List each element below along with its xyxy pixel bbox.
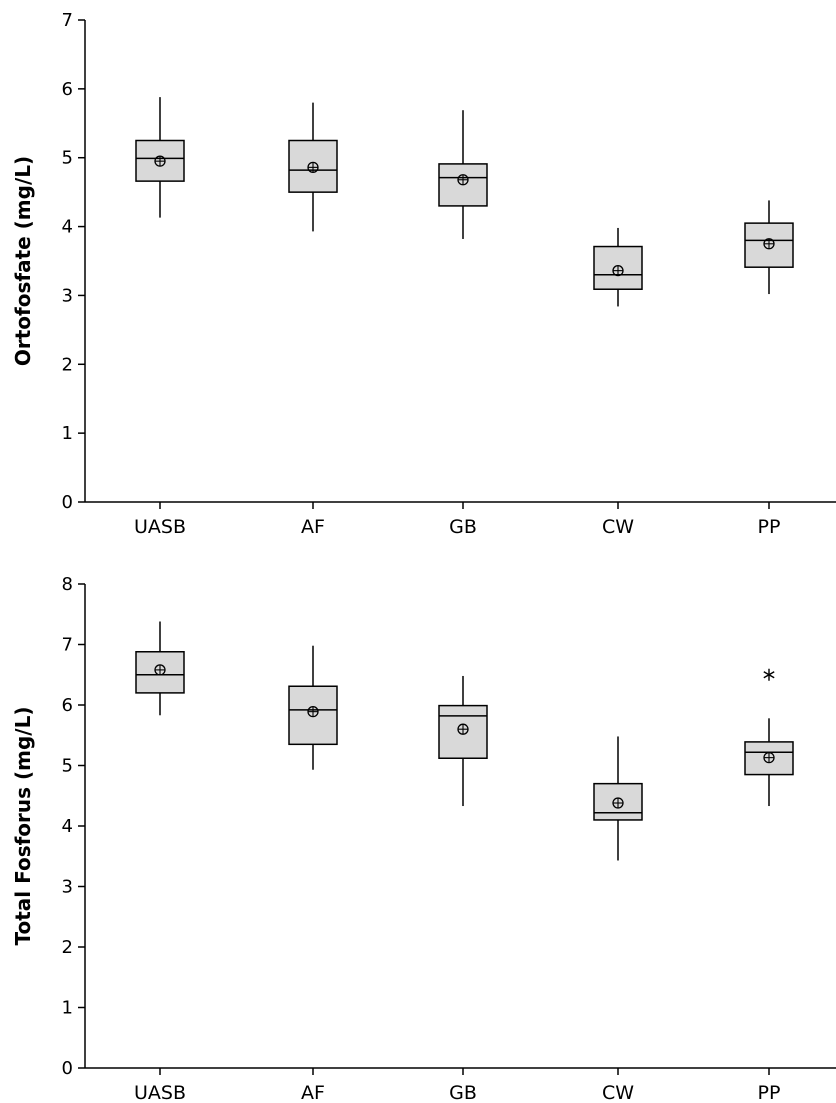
x-tick-label: AF <box>301 516 325 538</box>
box-pp <box>744 668 794 807</box>
ortofosfate-boxplot-panel: 0 1 2 3 4 5 6 7 Ortofosfate (mg/L) UASB AF GB CW PP <box>11 10 836 538</box>
outlier-marker <box>763 668 775 681</box>
y-tick-label: 3 <box>62 877 73 898</box>
box-af <box>288 102 338 232</box>
y-tick-label: 4 <box>62 217 73 238</box>
y-tick-label: 6 <box>62 695 73 716</box>
y-tick-label: 0 <box>62 492 73 513</box>
box-uasb <box>135 97 185 218</box>
y-tick-label: 1 <box>62 423 73 444</box>
y-tick-label: 6 <box>62 79 73 100</box>
total-fosforus-boxplot-panel: 0 1 2 3 4 5 6 7 8 Total Fosforus (mg/L) UASB AF GB CW… <box>11 574 836 1103</box>
box-af <box>288 645 338 770</box>
iqr-box <box>135 651 185 694</box>
box-uasb <box>135 621 185 716</box>
iqr-box <box>135 139 185 182</box>
y-tick-label: 2 <box>62 354 73 375</box>
y-tick-label: 5 <box>62 756 73 777</box>
box-gb <box>438 110 488 239</box>
y-tick-label: 4 <box>62 816 73 837</box>
y-tick-label: 3 <box>62 285 73 306</box>
x-tick-label: GB <box>449 516 477 538</box>
y-tick-label: 7 <box>62 10 73 31</box>
y-axis-title: Total Fosforus (mg/L) <box>11 707 35 946</box>
y-tick-label: 7 <box>62 635 73 656</box>
y-tick-label: 5 <box>62 148 73 169</box>
x-tick-label: GB <box>449 1082 477 1103</box>
x-tick-label: UASB <box>134 516 186 538</box>
y-tick-label: 2 <box>62 937 73 958</box>
x-tick-label: PP <box>758 1082 781 1103</box>
x-tick-label: UASB <box>134 1082 186 1103</box>
outlier-stroke <box>763 671 775 679</box>
y-tick-label: 0 <box>62 1058 73 1079</box>
x-tick-label: PP <box>758 516 781 538</box>
x-tick-label: CW <box>602 1082 634 1103</box>
x-tick-label: AF <box>301 1082 325 1103</box>
x-tick-label: CW <box>602 516 634 538</box>
y-axis-title: Ortofosfate (mg/L) <box>11 156 35 366</box>
box-pp <box>744 200 794 295</box>
box-cw <box>593 227 643 307</box>
box-cw <box>593 736 643 861</box>
box-gb <box>438 675 488 807</box>
y-tick-label: 8 <box>62 574 73 595</box>
y-tick-label: 1 <box>62 998 73 1019</box>
